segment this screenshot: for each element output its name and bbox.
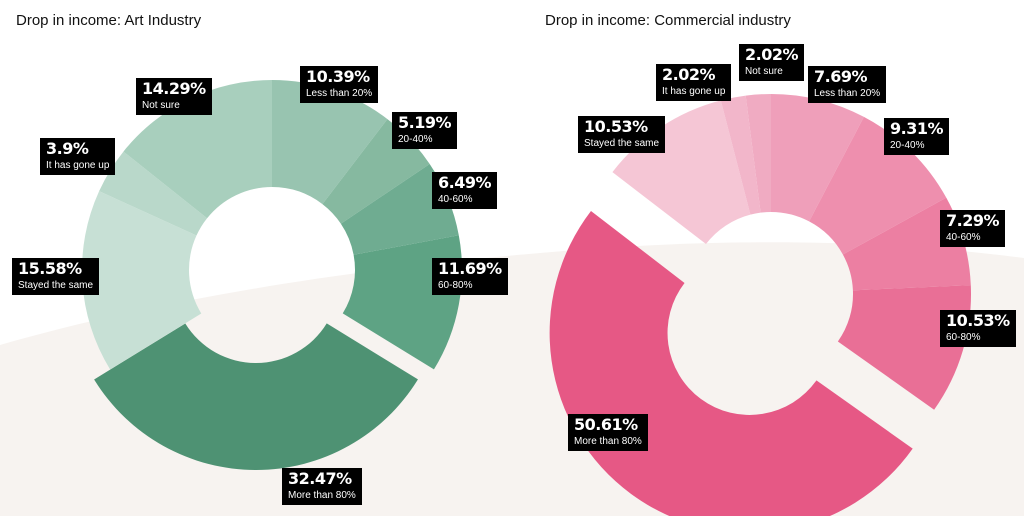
data-label-60-80: 10.53% 60-80% xyxy=(940,310,1016,347)
slice-not-sure xyxy=(745,94,771,213)
data-label-stayed-the-same: 10.53% Stayed the same xyxy=(578,116,666,153)
slice-value: 7.29% xyxy=(946,211,1000,230)
slice-value: 32.47% xyxy=(288,469,352,488)
slice-category: It has gone up xyxy=(46,160,110,171)
data-label-it-has-gone-up: 2.02% It has gone up xyxy=(656,64,732,101)
slice-value: 6.49% xyxy=(438,173,492,192)
slice-40-60 xyxy=(842,197,971,291)
slice-value: 14.29% xyxy=(142,79,206,98)
slice-category: Not sure xyxy=(142,100,180,111)
slice-value: 5.19% xyxy=(398,113,452,132)
slice-category: Less than 20% xyxy=(814,88,881,99)
data-label-40-60: 6.49% 40-60% xyxy=(432,172,498,209)
data-label-20-40: 9.31% 20-40% xyxy=(884,118,950,155)
data-label-more-than-80: 32.47% More than 80% xyxy=(282,468,362,505)
data-label-40-60: 7.29% 40-60% xyxy=(940,210,1006,247)
data-label-20-40: 5.19% 20-40% xyxy=(392,112,458,149)
slice-value: 2.02% xyxy=(662,65,716,84)
slice-category: Less than 20% xyxy=(306,88,373,99)
slice-it-has-gone-up xyxy=(720,95,761,215)
slice-stayed-the-same xyxy=(81,191,202,370)
slice-category: 40-60% xyxy=(946,232,981,243)
art-industry-panel: Drop in income: Art Industry 10.39% Less … xyxy=(12,12,508,505)
slice-category: It has gone up xyxy=(662,86,726,97)
slice-less-than-20 xyxy=(771,94,864,222)
slice-category: Not sure xyxy=(745,66,783,77)
slice-category: 60-80% xyxy=(438,280,473,291)
slice-less-than-20 xyxy=(272,80,388,205)
slice-value: 10.39% xyxy=(306,67,370,86)
slice-value: 50.61% xyxy=(574,415,638,434)
commercial-industry-panel: Drop in income: Commercial industry 7.69… xyxy=(512,0,1024,516)
slice-category: 60-80% xyxy=(946,332,981,343)
data-label-stayed-the-same: 15.58% Stayed the same xyxy=(12,258,100,295)
data-label-less-than-20: 10.39% Less than 20% xyxy=(300,66,379,103)
data-label-less-than-20: 7.69% Less than 20% xyxy=(808,66,887,103)
chart-title: Drop in income: Commercial industry xyxy=(545,12,791,29)
slice-value: 9.31% xyxy=(890,119,944,138)
slice-category: 40-60% xyxy=(438,194,473,205)
slice-value: 11.69% xyxy=(438,259,502,278)
slice-value: 3.9% xyxy=(46,139,89,158)
slice-value: 10.53% xyxy=(584,117,648,136)
slice-category: 20-40% xyxy=(398,134,433,145)
data-label-60-80: 11.69% 60-80% xyxy=(432,258,508,295)
slice-value: 2.02% xyxy=(745,45,799,64)
slice-value: 10.53% xyxy=(946,311,1010,330)
slice-it-has-gone-up xyxy=(99,151,208,236)
slice-value: 7.69% xyxy=(814,67,868,86)
slice-category: 20-40% xyxy=(890,140,925,151)
slice-not-sure xyxy=(123,80,272,219)
slice-category: Stayed the same xyxy=(584,138,660,149)
data-label-not-sure: 2.02% Not sure xyxy=(739,44,805,81)
slice-60-80 xyxy=(837,285,971,410)
data-label-more-than-80: 50.61% More than 80% xyxy=(568,414,648,451)
slice-value: 15.58% xyxy=(18,259,82,278)
data-label-not-sure: 14.29% Not sure xyxy=(136,78,212,115)
slice-stayed-the-same xyxy=(612,100,751,245)
slice-more-than-80 xyxy=(94,323,418,471)
data-label-it-has-gone-up: 3.9% It has gone up xyxy=(40,138,116,175)
slice-40-60 xyxy=(340,164,459,255)
chart-title: Drop in income: Art Industry xyxy=(16,12,202,29)
slice-category: More than 80% xyxy=(574,436,642,447)
slice-20-40 xyxy=(809,116,947,255)
slice-category: Stayed the same xyxy=(18,280,94,291)
slice-category: More than 80% xyxy=(288,490,356,501)
